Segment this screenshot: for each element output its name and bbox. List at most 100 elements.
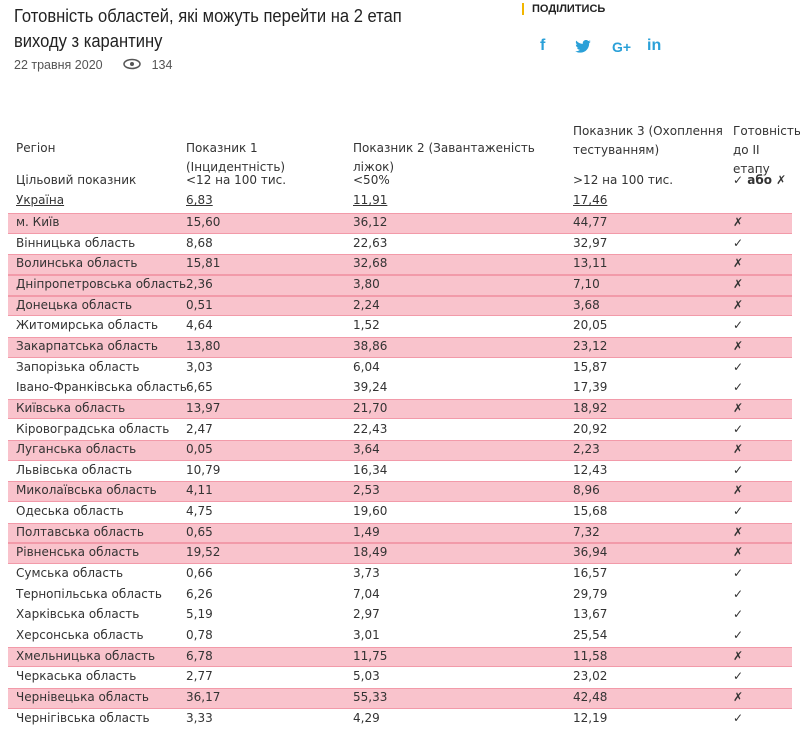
region: Черкаська область [16,669,137,684]
value: 1,49 [353,524,380,539]
national-cell: Україна [16,193,65,207]
value: 3,73 [353,566,380,581]
value: 2,77 [186,669,213,684]
twitter[interactable] [575,40,591,53]
value: 4,64 [186,318,213,333]
views-icon [123,58,141,70]
facebook[interactable]: f [540,37,546,54]
value: 0,51 [186,297,213,312]
value: 3,64 [353,442,380,457]
region: Одеська область [16,504,124,519]
value: 0,65 [186,524,213,539]
region: Вінницька область [16,235,136,250]
value: 2,53 [353,483,380,498]
value: 23,02 [573,669,608,684]
value: ✓ [733,359,744,374]
value: 6,65 [186,380,213,395]
region: Полтавська область [16,524,144,539]
value: 12,43 [573,462,608,477]
value: 13,80 [186,338,221,353]
value: 13,97 [186,400,221,415]
value: 0,05 [186,442,213,457]
region: Житомирська область [16,318,159,333]
meta: 22 травня 2020 134 [14,58,172,72]
value: ✗ [733,276,744,291]
value: 2,23 [573,442,600,457]
value: ✓ [733,607,744,622]
value: 8,96 [573,483,600,498]
value: 10,79 [186,462,221,477]
value: 19,60 [353,504,388,519]
value: 55,33 [353,689,388,704]
target-cell: Цільовий показник [16,173,137,187]
value: 7,10 [573,276,600,291]
region: Херсонська область [16,628,144,642]
value: 18,92 [573,400,608,415]
value: 13,67 [573,607,608,622]
linkedin[interactable]: in [647,37,662,54]
row-highlight [8,522,792,544]
date: 22 травня 2020 [14,58,103,72]
value: 7,32 [573,524,600,539]
value: ✓ [733,586,744,601]
value: 6,78 [186,648,213,663]
value: 38,86 [353,338,388,353]
value: 4,11 [186,483,213,498]
region: Закарпатська область [16,338,158,353]
region: Чернівецька область [16,689,149,704]
column-header: Показник 3 (Охоплення тестуванням) [573,124,723,157]
row-highlight [8,543,792,565]
value: ✗ [733,215,744,229]
value: 0,66 [186,566,213,581]
national-cell: 17,46 [573,193,608,207]
value: 8,68 [186,235,213,250]
value: 21,70 [353,400,388,415]
value: ✗ [733,256,744,271]
value: 19,52 [186,545,221,560]
region: Тернопільська область [16,586,162,601]
value: 22,63 [353,235,388,250]
value: 2,24 [353,297,380,312]
value: 39,24 [353,380,388,395]
region: Дніпропетровська область [16,276,187,291]
value: 6,26 [186,586,213,601]
value: 32,68 [353,256,388,271]
column-header: Готовність до II етапу [733,124,800,176]
value: 3,68 [573,297,600,312]
region: Івано-Франківська область [16,380,187,395]
row-highlight [8,213,792,234]
row-highlight [8,254,792,275]
value: 5,19 [186,607,213,622]
value: 7,04 [353,586,380,601]
value: ✗ [733,400,744,415]
value: ✓ [733,318,744,333]
value: 16,34 [353,462,388,477]
value: 1,52 [353,318,380,333]
national-cell: 11,91 [353,193,388,207]
value: 16,57 [573,566,608,581]
column-header: Регіон [16,141,56,155]
value: 3,33 [186,710,213,725]
value: 15,68 [573,504,608,519]
row-highlight [8,646,792,668]
value: 5,03 [353,669,380,684]
row-highlight [8,398,792,420]
value: ✗ [733,524,744,539]
value: 20,92 [573,421,608,436]
value: 18,49 [353,545,388,560]
value: 11,75 [353,648,388,663]
value: 4,75 [186,504,213,519]
value: ✓ [733,235,744,250]
region: Миколаївська область [16,483,157,498]
value: 4,29 [353,710,380,725]
value: 36,17 [186,689,221,704]
value: 36,12 [353,215,388,229]
value: 6,04 [353,359,380,374]
region: Харківська область [16,607,140,622]
row-highlight [8,274,792,296]
google-plus[interactable]: G+ [612,39,632,55]
column-header: Показник 2 (Завантаженість ліжок) [353,141,535,174]
value: ✗ [733,338,744,353]
value: ✓ [733,380,744,395]
